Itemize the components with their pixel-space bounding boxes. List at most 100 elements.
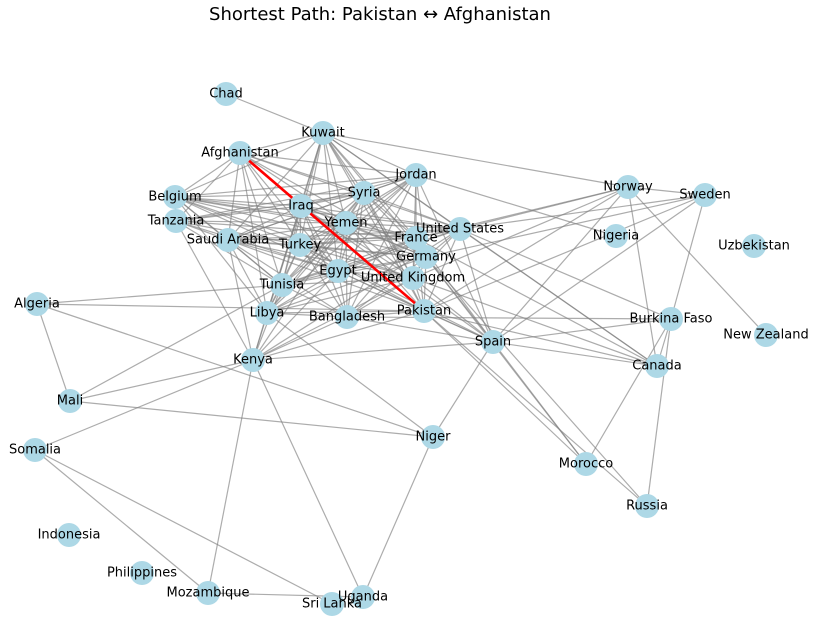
- edge-kuwait-yemen: [322, 132, 347, 224]
- edge-turkey-france: [299, 237, 417, 246]
- node-jordan[interactable]: [404, 163, 428, 187]
- node-spain[interactable]: [481, 330, 505, 354]
- node-bangladesh[interactable]: [335, 305, 359, 329]
- edge-saudi-arabia-france: [227, 237, 417, 241]
- node-label-afghanistan: Afghanistan: [201, 146, 278, 161]
- node-indonesia[interactable]: [57, 523, 81, 547]
- edge-belgium-egypt: [174, 196, 339, 272]
- node-norway[interactable]: [616, 175, 640, 199]
- edge-tanzania-iraq: [175, 205, 302, 222]
- node-morocco[interactable]: [574, 452, 598, 476]
- edge-saudi-arabia-egypt: [227, 239, 339, 272]
- node-iraq[interactable]: [289, 194, 313, 218]
- node-nigeria[interactable]: [604, 224, 628, 248]
- node-egypt[interactable]: [326, 259, 350, 283]
- node-mozambique[interactable]: [196, 581, 220, 605]
- edge-afghanistan-jordan: [239, 152, 417, 176]
- node-france[interactable]: [404, 226, 428, 250]
- edge-libya-united-kingdom: [266, 277, 414, 314]
- node-label-kuwait: Kuwait: [301, 126, 344, 141]
- path-edge-pakistan-afghanistan: [239, 152, 425, 312]
- edge-sweden-spain: [492, 194, 706, 343]
- edge-egypt-libya: [266, 270, 339, 314]
- node-saudi-arabia[interactable]: [216, 228, 240, 252]
- node-uzbekistan[interactable]: [742, 234, 766, 258]
- edge-united-kingdom-kenya: [252, 277, 414, 361]
- node-kenya[interactable]: [241, 348, 265, 372]
- edge-kuwait-afghanistan: [239, 132, 324, 154]
- node-yemen[interactable]: [334, 211, 358, 235]
- node-label-yemen: Yemen: [323, 216, 367, 231]
- node-new-zealand[interactable]: [754, 323, 778, 347]
- edge-sweden-burkina-faso: [670, 194, 706, 320]
- node-tunisia[interactable]: [270, 273, 294, 297]
- node-label-libya: Libya: [250, 306, 285, 321]
- node-label-uzbekistan: Uzbekistan: [718, 239, 790, 254]
- edge-kuwait-turkey: [299, 132, 324, 246]
- node-russia[interactable]: [635, 494, 659, 518]
- node-afghanistan[interactable]: [228, 141, 252, 165]
- edge-kuwait-norway: [322, 132, 629, 188]
- node-label-canada: Canada: [632, 359, 681, 374]
- node-label-russia: Russia: [626, 499, 668, 514]
- node-united-states[interactable]: [448, 217, 472, 241]
- edge-yemen-pakistan: [345, 222, 425, 312]
- edge-jordan-nigeria: [415, 174, 617, 237]
- edge-germany-sweden: [425, 194, 706, 258]
- node-kuwait[interactable]: [311, 121, 335, 145]
- edge-united-states-pakistan: [423, 228, 461, 312]
- node-label-france: France: [394, 231, 437, 246]
- node-belgium[interactable]: [163, 185, 187, 209]
- node-sri-lanka[interactable]: [320, 592, 344, 616]
- edge-saudi-arabia-libya: [227, 239, 268, 314]
- node-label-morocco: Morocco: [559, 457, 613, 472]
- node-turkey[interactable]: [288, 233, 312, 257]
- node-chad[interactable]: [214, 82, 238, 106]
- edge-afghanistan-belgium: [174, 152, 241, 198]
- node-sweden[interactable]: [693, 183, 717, 207]
- node-label-nigeria: Nigeria: [593, 229, 640, 244]
- edge-tunisia-france: [281, 237, 417, 286]
- node-canada[interactable]: [645, 354, 669, 378]
- edge-mali-niger: [69, 400, 434, 438]
- edge-spain-burkina-faso: [492, 318, 672, 343]
- edge-afghanistan-saudi-arabia: [227, 152, 241, 241]
- node-algeria[interactable]: [25, 292, 49, 316]
- edge-egypt-kenya: [252, 270, 339, 361]
- node-mali[interactable]: [58, 389, 82, 413]
- edge-tunisia-mali: [69, 284, 283, 402]
- edge-saudi-arabia-kenya: [227, 239, 254, 361]
- graph-title: Shortest Path: Pakistan ↔ Afghanistan: [209, 4, 551, 25]
- node-libya[interactable]: [255, 301, 279, 325]
- edge-tunisia-algeria: [36, 284, 283, 305]
- edge-pakistan-russia: [423, 310, 648, 507]
- edge-spain-niger: [432, 341, 494, 438]
- node-philippines[interactable]: [130, 561, 154, 585]
- node-syria[interactable]: [352, 181, 376, 205]
- edge-kuwait-jordan: [322, 132, 417, 176]
- node-tanzania[interactable]: [164, 209, 188, 233]
- node-label-kenya: Kenya: [233, 353, 273, 368]
- edge-iraq-saudi-arabia: [227, 205, 302, 241]
- node-pakistan[interactable]: [412, 299, 436, 323]
- node-burkina-faso[interactable]: [659, 307, 683, 331]
- node-germany[interactable]: [414, 245, 438, 269]
- edge-turkey-united-states: [299, 228, 461, 246]
- node-label-mali: Mali: [57, 394, 83, 409]
- edge-chad-kuwait: [225, 93, 324, 134]
- edge-afghanistan-yemen: [239, 152, 347, 224]
- node-somalia[interactable]: [23, 438, 47, 462]
- node-niger[interactable]: [421, 425, 445, 449]
- node-united-kingdom[interactable]: [401, 266, 425, 290]
- node-label-turkey: Turkey: [278, 238, 322, 253]
- node-label-mozambique: Mozambique: [167, 586, 250, 601]
- edge-pakistan-canada: [423, 310, 658, 367]
- edge-bangladesh-burkina-faso: [346, 316, 672, 320]
- node-label-iraq: Iraq: [288, 199, 313, 214]
- nodes-layer: [23, 82, 778, 616]
- edge-saudi-arabia-pakistan: [227, 239, 425, 312]
- edge-spain-morocco: [492, 341, 587, 465]
- labels-layer: Chad Kuwait Afghanistan Jordan Syria Belgium I…: [9, 87, 809, 612]
- edge-syria-belgium: [174, 192, 365, 198]
- node-uganda[interactable]: [351, 585, 375, 609]
